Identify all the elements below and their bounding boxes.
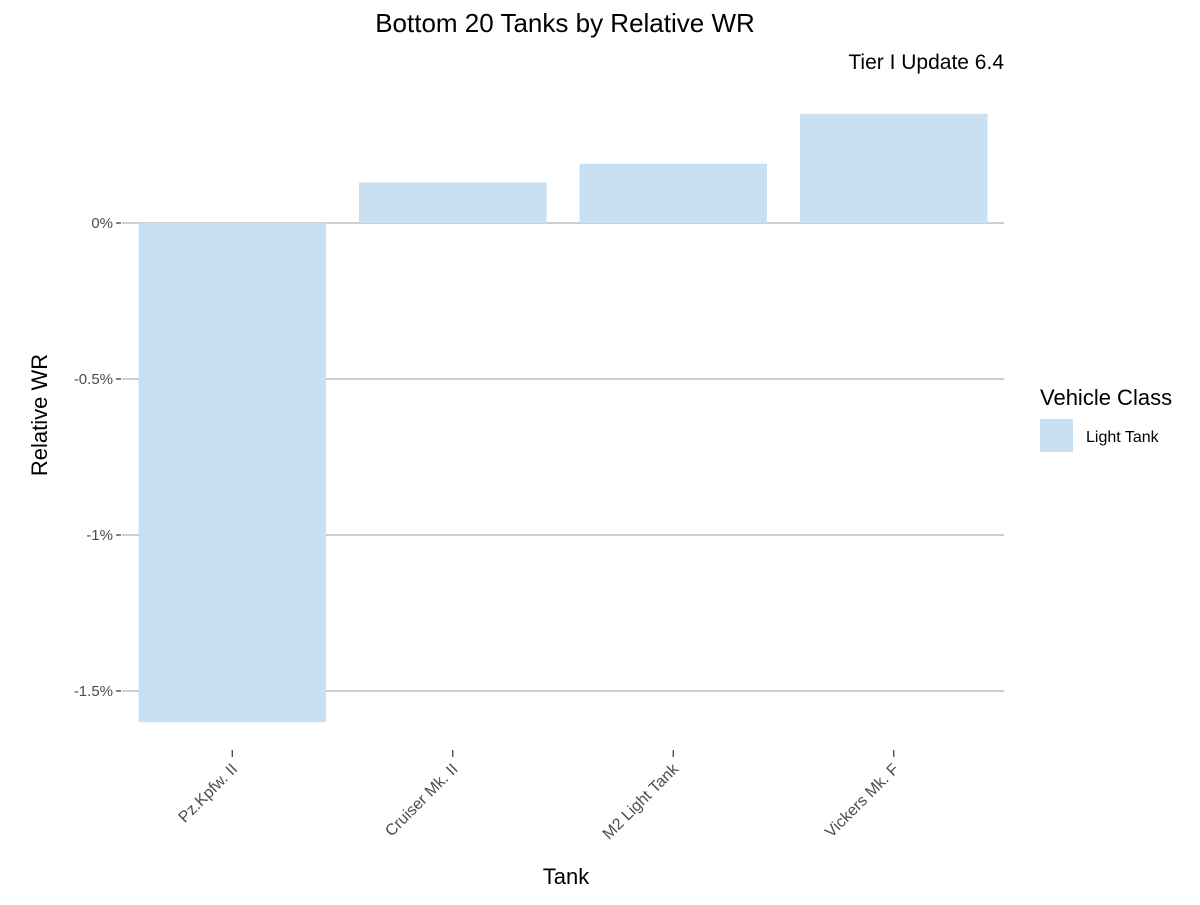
y-tick-label: 0% bbox=[91, 215, 113, 232]
y-tick-label: -0.5% bbox=[74, 371, 113, 388]
bar-pz-kpfw-ii bbox=[138, 223, 326, 723]
chart-subtitle: Tier I Update 6.4 bbox=[848, 51, 1004, 74]
chart-title: Bottom 20 Tanks by Relative WR bbox=[375, 8, 755, 38]
legend-key-light-tank bbox=[1040, 419, 1073, 452]
y-axis-title: Relative WR bbox=[27, 354, 52, 476]
x-tick-label: Pz.Kpfw. II bbox=[176, 761, 241, 826]
bar-m2-light-tank bbox=[579, 163, 767, 223]
x-axis-title: Tank bbox=[543, 864, 590, 889]
legend-title: Vehicle Class bbox=[1040, 385, 1172, 410]
bar-vickers-mk-f bbox=[800, 113, 988, 223]
x-tick-label: Vickers Mk. F bbox=[822, 761, 902, 841]
bar-layer bbox=[138, 113, 988, 723]
x-tick-label: Cruiser Mk. II bbox=[382, 761, 461, 840]
legend: Vehicle Class Light Tank bbox=[1040, 385, 1172, 452]
x-tick-label: M2 Light Tank bbox=[600, 760, 683, 843]
y-tick-label: -1.5% bbox=[74, 683, 113, 700]
legend-label-light-tank: Light Tank bbox=[1086, 429, 1160, 446]
y-tick-label: -1% bbox=[86, 527, 113, 544]
bar-cruiser-mk-ii bbox=[359, 182, 547, 223]
